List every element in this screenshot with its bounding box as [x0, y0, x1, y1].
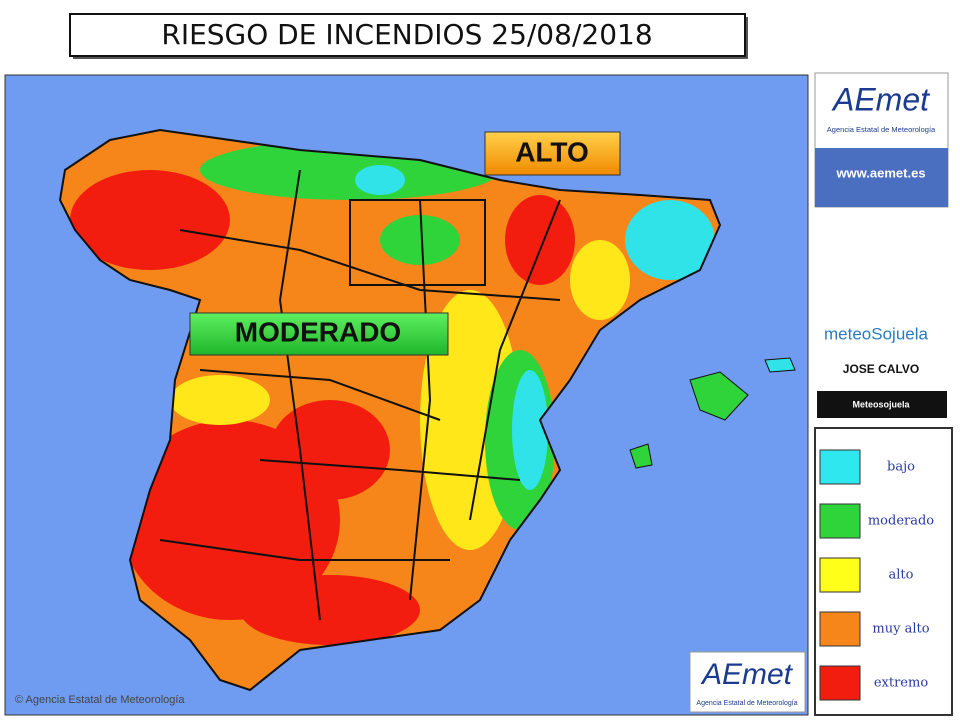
legend-label: muy alto: [872, 622, 929, 637]
legend-label: bajo: [887, 460, 915, 475]
legend-label: extremo: [874, 676, 928, 691]
social-bar: [817, 391, 947, 418]
legend-swatch: [819, 557, 861, 593]
province-borders: [159, 169, 561, 621]
author: JOSE CALVO: [843, 362, 919, 376]
callout: ALTO: [515, 136, 589, 167]
meteo-logo: meteoSojuela: [824, 324, 929, 343]
la-rioja-box: [349, 199, 486, 286]
legend-label: moderado: [868, 514, 934, 529]
legend-swatch: [819, 611, 861, 647]
ibiza: [629, 443, 653, 469]
aemet-url: www.aemet.es: [835, 165, 925, 180]
callout-box: [189, 312, 449, 356]
legend-label: alto: [889, 568, 914, 583]
menorca: [764, 357, 796, 373]
map-logo-subtitle: Agencia Estatal de Meteorología: [696, 700, 797, 707]
spain-outline: [58, 128, 722, 692]
title-box: [69, 13, 746, 57]
legend: bajo moderado alto muy alto extremo: [819, 449, 934, 701]
title: RIESGO DE INCENDIOS 25/08/2018: [161, 18, 652, 51]
aemet-subtitle: Agencia Estatal de Meteorología: [827, 125, 936, 134]
copyright: © Agencia Estatal de Meteorología: [15, 694, 185, 706]
map-logo: AEmet: [700, 658, 794, 691]
legend-swatch: [819, 665, 861, 701]
callout-box: [484, 131, 621, 176]
legend-swatch: [819, 449, 861, 485]
mallorca: [689, 371, 749, 421]
social-handle: Meteosojuela: [852, 399, 910, 409]
legend-swatch: [819, 503, 861, 539]
map-logo-box: [689, 651, 806, 713]
aemet-logo: AEmet: [831, 81, 930, 117]
aemet-band: [815, 148, 948, 207]
callout: MODERADO: [235, 316, 401, 347]
